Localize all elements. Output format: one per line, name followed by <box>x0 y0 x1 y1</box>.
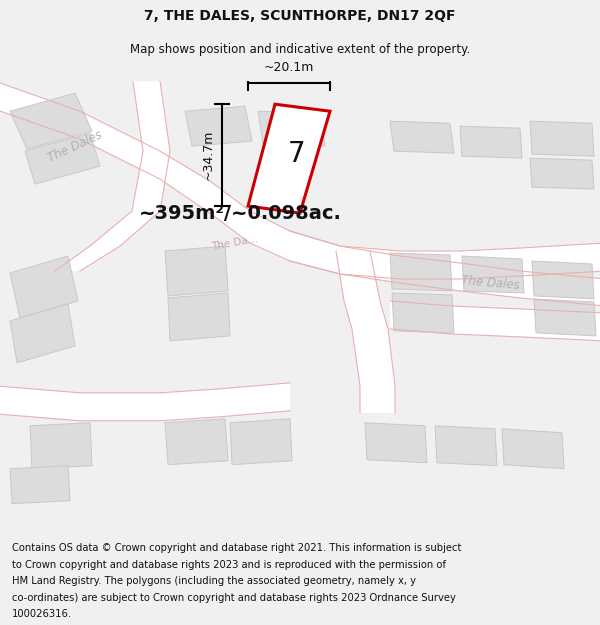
Polygon shape <box>530 121 594 156</box>
Polygon shape <box>165 246 228 296</box>
Polygon shape <box>0 81 600 279</box>
Polygon shape <box>25 133 100 184</box>
Polygon shape <box>435 426 497 466</box>
Text: The Da...: The Da... <box>211 234 259 252</box>
Polygon shape <box>165 419 228 465</box>
Text: ~34.7m: ~34.7m <box>202 130 215 181</box>
Text: ~395m²/~0.098ac.: ~395m²/~0.098ac. <box>139 204 341 223</box>
Polygon shape <box>10 466 70 504</box>
Text: HM Land Registry. The polygons (including the associated geometry, namely x, y: HM Land Registry. The polygons (includin… <box>12 576 416 586</box>
Polygon shape <box>336 251 395 412</box>
Polygon shape <box>390 253 452 291</box>
Polygon shape <box>530 158 594 189</box>
Polygon shape <box>460 126 522 158</box>
Polygon shape <box>462 256 524 293</box>
Text: The Dales: The Dales <box>46 128 104 164</box>
Text: ~20.1m: ~20.1m <box>264 61 314 74</box>
Polygon shape <box>10 256 78 318</box>
Polygon shape <box>55 81 170 271</box>
Polygon shape <box>390 121 454 153</box>
Polygon shape <box>390 301 600 341</box>
Polygon shape <box>248 104 330 213</box>
Polygon shape <box>392 293 454 333</box>
Polygon shape <box>30 422 92 469</box>
Polygon shape <box>230 419 292 465</box>
Text: Contains OS data © Crown copyright and database right 2021. This information is : Contains OS data © Crown copyright and d… <box>12 543 461 553</box>
Text: to Crown copyright and database rights 2023 and is reproduced with the permissio: to Crown copyright and database rights 2… <box>12 559 446 569</box>
Polygon shape <box>0 383 290 421</box>
Polygon shape <box>10 93 92 149</box>
Polygon shape <box>290 231 600 306</box>
Polygon shape <box>258 111 325 146</box>
Text: co-ordinates) are subject to Crown copyright and database rights 2023 Ordnance S: co-ordinates) are subject to Crown copyr… <box>12 592 456 602</box>
Text: The Dales: The Dales <box>460 274 520 292</box>
Polygon shape <box>185 106 252 146</box>
Text: 7: 7 <box>287 139 305 168</box>
Text: 7, THE DALES, SCUNTHORPE, DN17 2QF: 7, THE DALES, SCUNTHORPE, DN17 2QF <box>144 9 456 23</box>
Polygon shape <box>502 429 564 469</box>
Text: Map shows position and indicative extent of the property.: Map shows position and indicative extent… <box>130 42 470 56</box>
Text: 100026316.: 100026316. <box>12 609 72 619</box>
Polygon shape <box>532 261 594 299</box>
Polygon shape <box>365 422 427 462</box>
Polygon shape <box>534 299 596 336</box>
Polygon shape <box>10 304 75 363</box>
Polygon shape <box>168 293 230 341</box>
